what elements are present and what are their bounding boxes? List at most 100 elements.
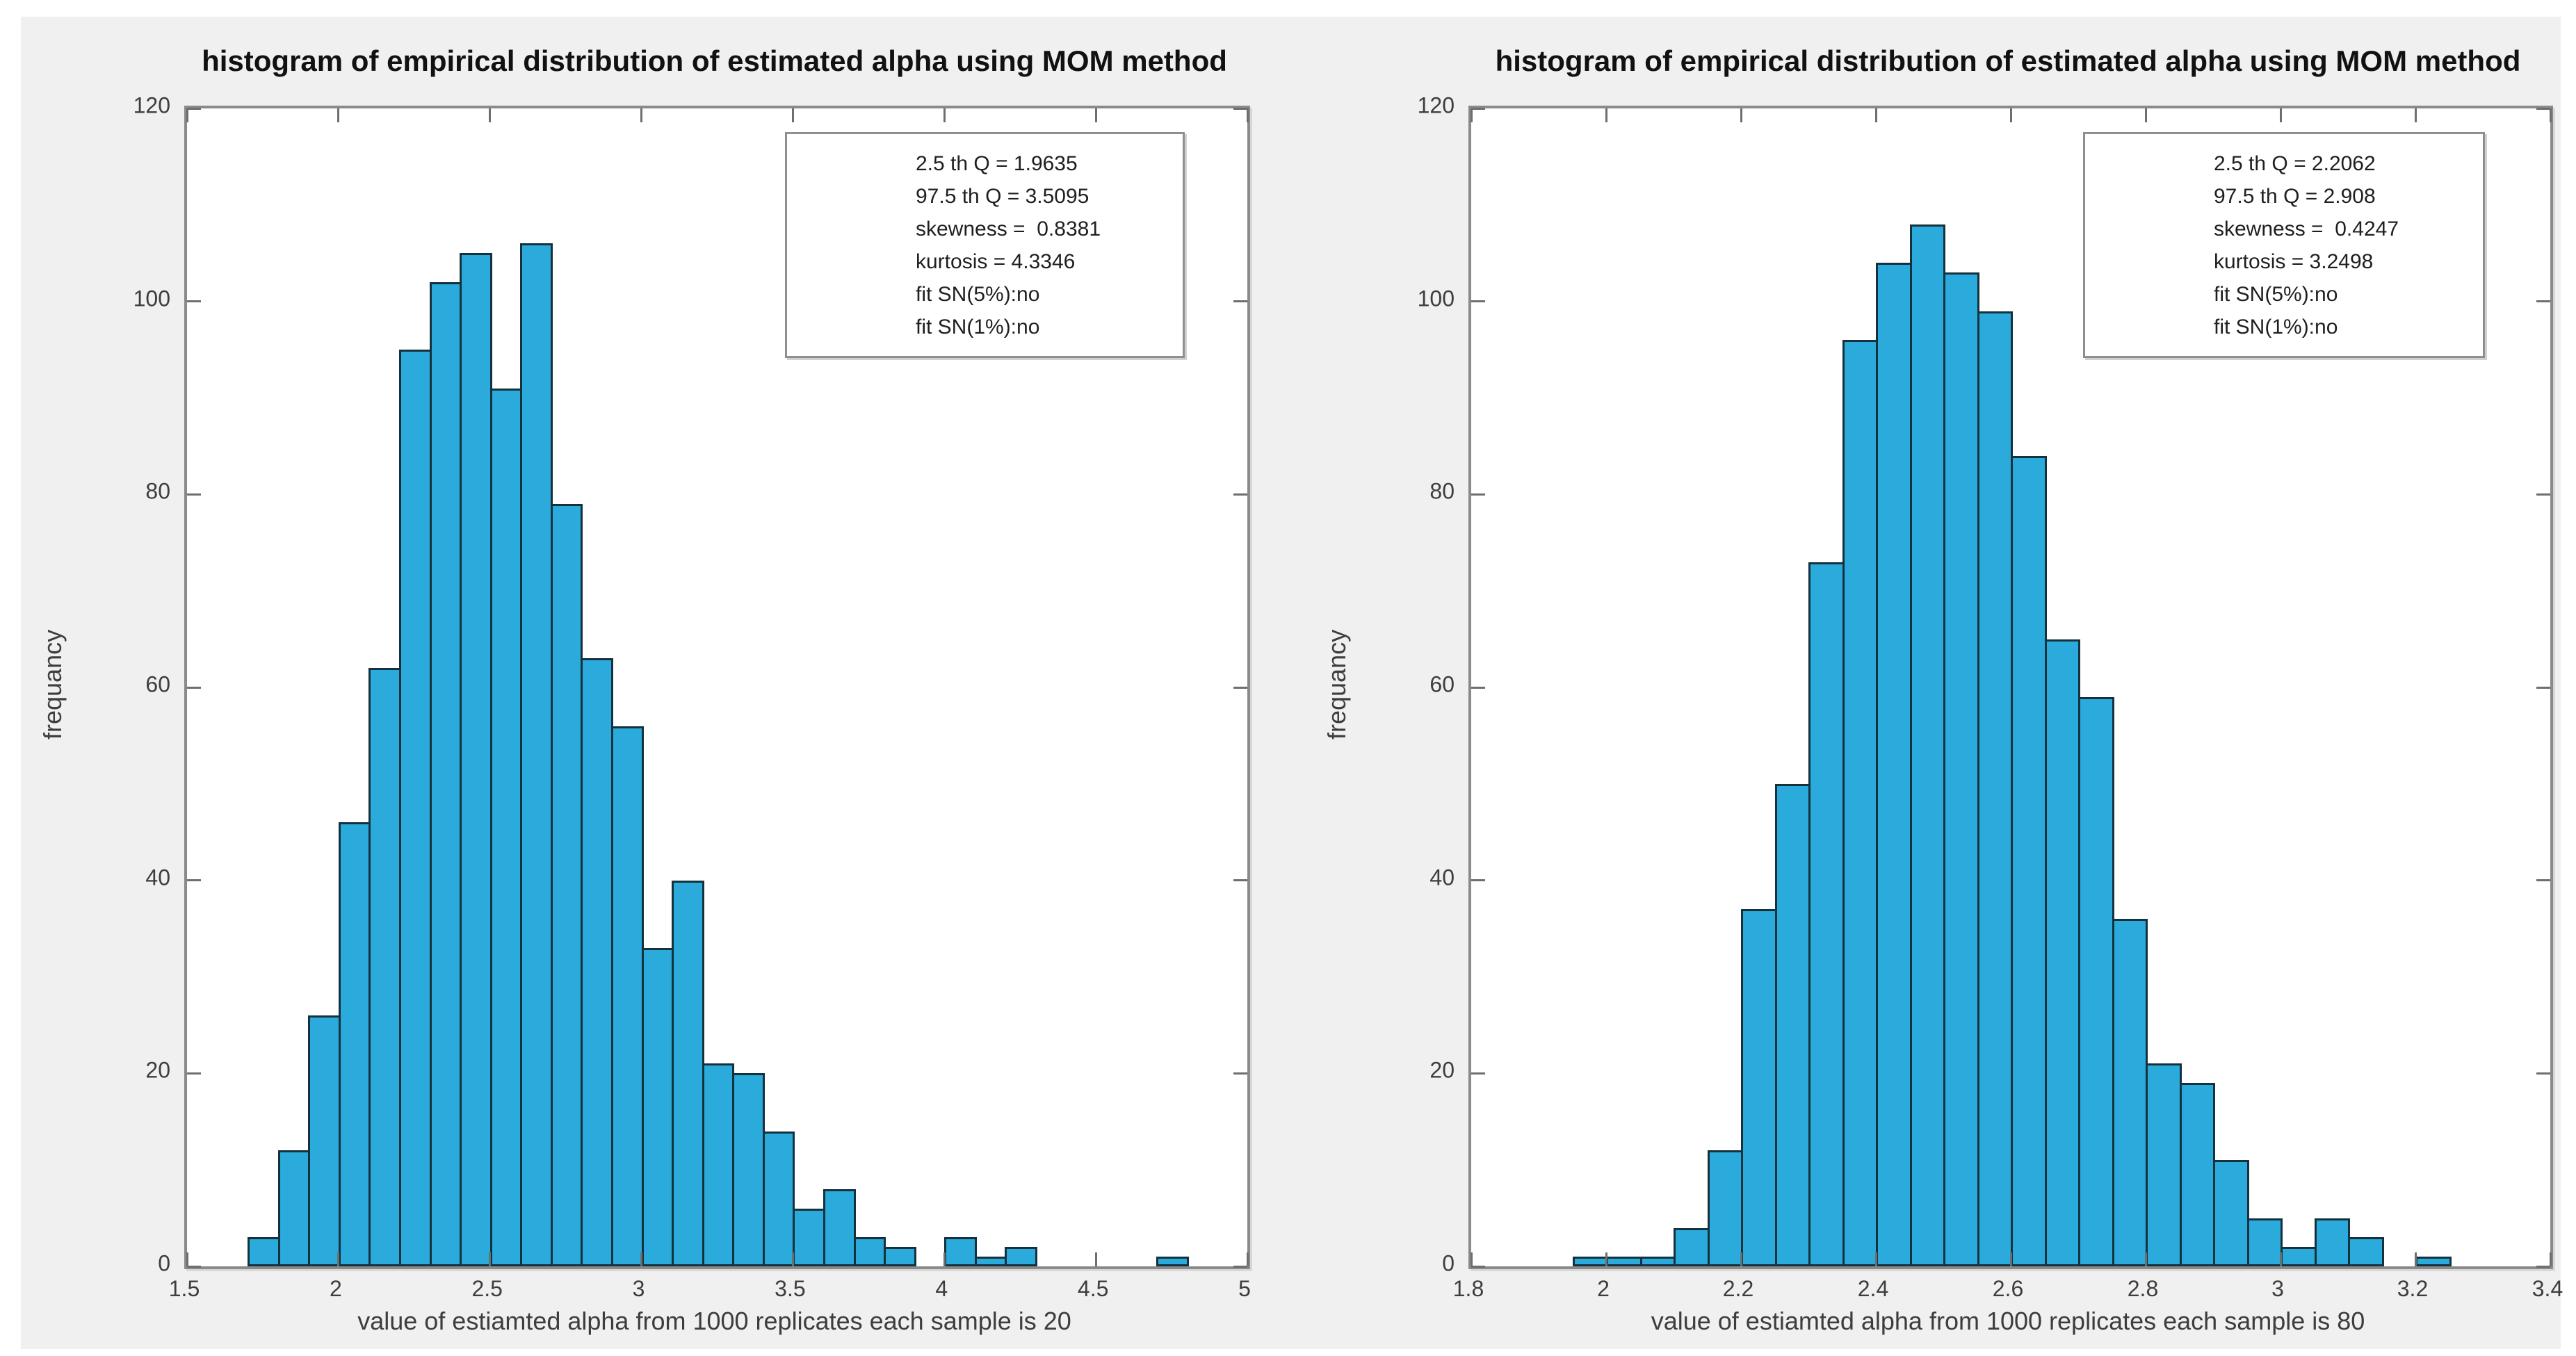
histogram-bar (2179, 1083, 2215, 1266)
y-tick-mark (1233, 300, 1247, 303)
histogram-bar (974, 1257, 1007, 1266)
x-tick-mark (337, 108, 340, 122)
histogram-bar (429, 281, 462, 1266)
histogram-bar (944, 1237, 977, 1266)
y-tick-mark (2536, 300, 2550, 303)
y-tick-label: 40 (1429, 865, 1455, 890)
y-tick-mark (1471, 1072, 1485, 1075)
histogram-bar (1005, 1247, 1037, 1266)
histogram-bar (1943, 272, 1979, 1266)
x-tick-mark (489, 108, 492, 122)
y-tick-mark (2536, 686, 2550, 689)
y-tick-mark (1233, 107, 1247, 110)
x-tick-mark (1740, 108, 1742, 122)
histogram-bar (248, 1237, 280, 1266)
y-tick-mark (1471, 879, 1485, 882)
stats-line-quantile-low: 2.5 th Q = 1.9635 (916, 152, 1078, 175)
histogram-bar (308, 1015, 341, 1266)
y-tick-label: 100 (133, 286, 170, 311)
histogram-bar (1707, 1150, 1743, 1266)
histogram-bar (399, 350, 432, 1266)
x-tick-mark (2144, 1252, 2147, 1266)
histogram-bar (2415, 1257, 2452, 1266)
y-tick-label: 80 (145, 478, 170, 504)
x-tick-mark (489, 1252, 492, 1266)
x-tick-mark (1470, 1252, 1473, 1266)
histogram-bar (762, 1131, 795, 1266)
bars-layer (1470, 107, 2552, 1268)
x-tick-mark (640, 108, 643, 122)
y-tick-mark (2536, 1265, 2550, 1268)
histogram-bar (853, 1237, 886, 1266)
y-tick-label: 0 (1442, 1250, 1455, 1276)
histogram-bar (460, 253, 492, 1266)
x-tick-label: 2.2 (1722, 1276, 1754, 1301)
x-tick-mark (2009, 1252, 2012, 1266)
x-tick-label: 3.2 (2397, 1276, 2429, 1301)
x-tick-mark (1470, 108, 1473, 122)
stats-line-fit-sn1: fit SN(1%):no (916, 315, 1040, 338)
histogram-bar (277, 1150, 311, 1266)
y-tick-mark (1471, 686, 1485, 689)
histogram-bar (489, 388, 523, 1266)
y-tick-mark (2536, 879, 2550, 882)
x-tick-label: 4.5 (1077, 1276, 1109, 1301)
histogram-bar (641, 947, 674, 1266)
histogram-bar (611, 726, 644, 1266)
stats-line-quantile-high: 97.5 th Q = 2.908 (2214, 184, 2376, 208)
x-tick-label: 3.4 (2532, 1276, 2563, 1301)
x-tick-mark (791, 1252, 794, 1266)
histogram-bar (702, 1063, 735, 1266)
y-tick-label: 20 (1429, 1057, 1455, 1083)
x-tick-mark (1874, 1252, 1877, 1266)
x-tick-mark (2414, 108, 2417, 122)
y-tick-mark (1233, 1265, 1247, 1268)
bars-layer (186, 107, 1249, 1268)
x-tick-label: 2.4 (1857, 1276, 1889, 1301)
histogram-bar (550, 504, 583, 1266)
x-tick-mark (2549, 108, 2552, 122)
histogram-bar (2112, 919, 2148, 1266)
x-tick-mark (2549, 1252, 2552, 1266)
histogram-bar (2348, 1237, 2384, 1266)
stats-text: 2.5 th Q = 2.2062 97.5 th Q = 2.908 skew… (2214, 147, 2399, 343)
y-axis-label: frequancy (38, 629, 67, 740)
x-axis-label: value of estiamted alpha from 1000 repli… (1651, 1307, 2365, 1335)
x-tick-label: 3.5 (775, 1276, 806, 1301)
y-tick-mark (187, 1072, 201, 1075)
y-tick-mark (2536, 1072, 2550, 1075)
histogram-bar (793, 1208, 825, 1266)
histogram-bar (581, 658, 613, 1266)
stats-line-fit-sn1: fit SN(1%):no (2214, 315, 2338, 338)
histogram-bar (732, 1073, 765, 1266)
histogram-bar (520, 243, 553, 1266)
y-tick-mark (1471, 1265, 1485, 1268)
x-tick-mark (640, 1252, 643, 1266)
x-tick-mark (337, 1252, 340, 1266)
y-tick-mark (1233, 493, 1247, 496)
x-tick-mark (2279, 1252, 2282, 1266)
plot-area: 2.5 th Q = 2.2062 97.5 th Q = 2.908 skew… (1468, 106, 2553, 1269)
histogram-bar (2246, 1218, 2283, 1266)
x-tick-mark (186, 108, 188, 122)
x-tick-label: 2 (1597, 1276, 1610, 1301)
stats-line-quantile-low: 2.5 th Q = 2.2062 (2214, 152, 2376, 175)
y-tick-label: 120 (1417, 92, 1455, 118)
y-tick-label: 0 (158, 1250, 170, 1276)
stats-line-fit-sn5: fit SN(5%):no (916, 282, 1040, 306)
histogram-bar (1774, 783, 1811, 1266)
histogram-bar (672, 880, 704, 1266)
histogram-bar (1639, 1257, 1676, 1266)
histogram-bar (823, 1188, 856, 1266)
y-tick-label: 80 (1429, 478, 1455, 504)
histogram-bar (1606, 1257, 1642, 1266)
histogram-bar (2044, 639, 2080, 1266)
histogram-bar (338, 822, 371, 1266)
stats-line-fit-sn5: fit SN(5%):no (2214, 282, 2338, 306)
x-tick-mark (1874, 108, 1877, 122)
x-axis-label: value of estiamted alpha from 1000 repli… (357, 1307, 1071, 1335)
x-tick-mark (1605, 108, 1607, 122)
histogram-bar (2281, 1247, 2317, 1266)
y-tick-mark (1471, 300, 1485, 303)
x-tick-label: 4 (935, 1276, 948, 1301)
